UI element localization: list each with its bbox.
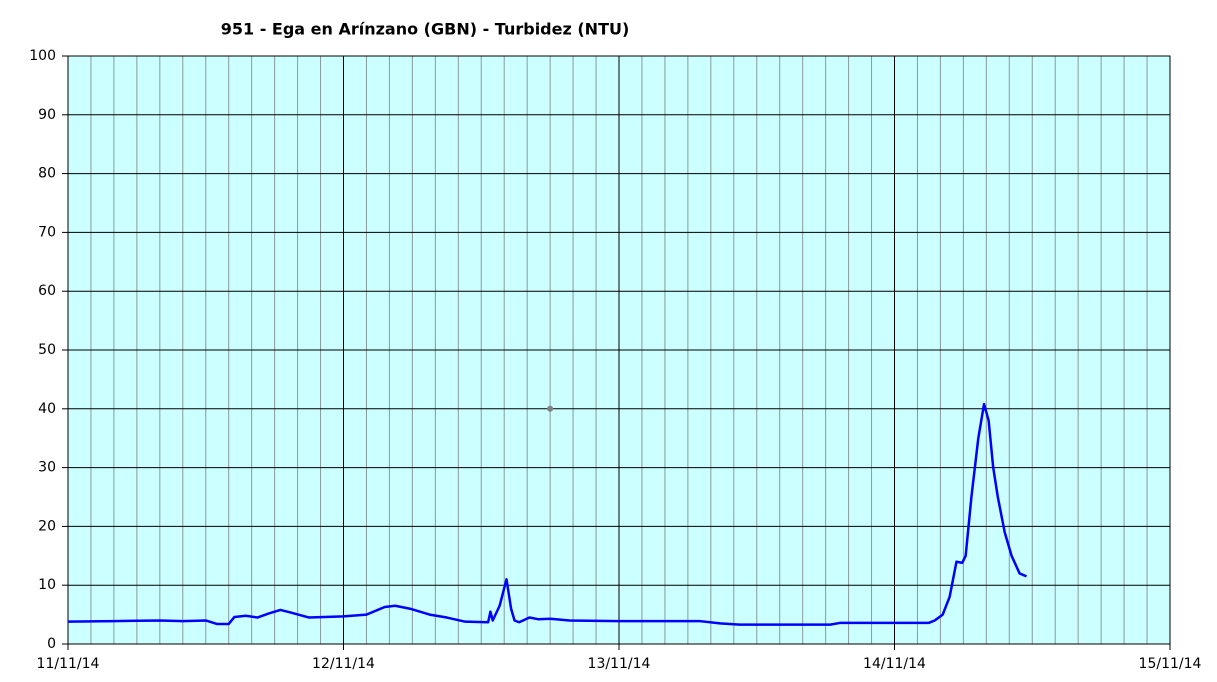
y-tick-label: 70	[38, 224, 56, 240]
y-tick-label: 40	[38, 401, 56, 417]
y-tick-label: 10	[38, 577, 56, 593]
y-tick-label: 50	[38, 342, 56, 358]
chart-title: 951 - Ega en Arínzano (GBN) - Turbidez (…	[221, 20, 630, 39]
y-tick-label: 30	[38, 460, 56, 476]
y-tick-label: 0	[47, 636, 56, 652]
x-tick-label: 13/11/14	[588, 656, 651, 672]
data-line	[67, 402, 1028, 626]
y-tick-label: 80	[38, 166, 56, 182]
y-tick-label: 90	[38, 107, 56, 123]
y-tick-label: 100	[29, 48, 56, 64]
x-tick-label: 12/11/14	[312, 656, 375, 672]
plot-border	[67, 55, 1171, 645]
x-tick-label: 14/11/14	[863, 656, 926, 672]
y-tick-label: 20	[38, 518, 56, 534]
y-tick-label: 60	[38, 283, 56, 299]
x-tick-label: 15/11/14	[1139, 656, 1202, 672]
data-point	[547, 405, 554, 412]
x-tick-label: 11/11/14	[37, 656, 100, 672]
